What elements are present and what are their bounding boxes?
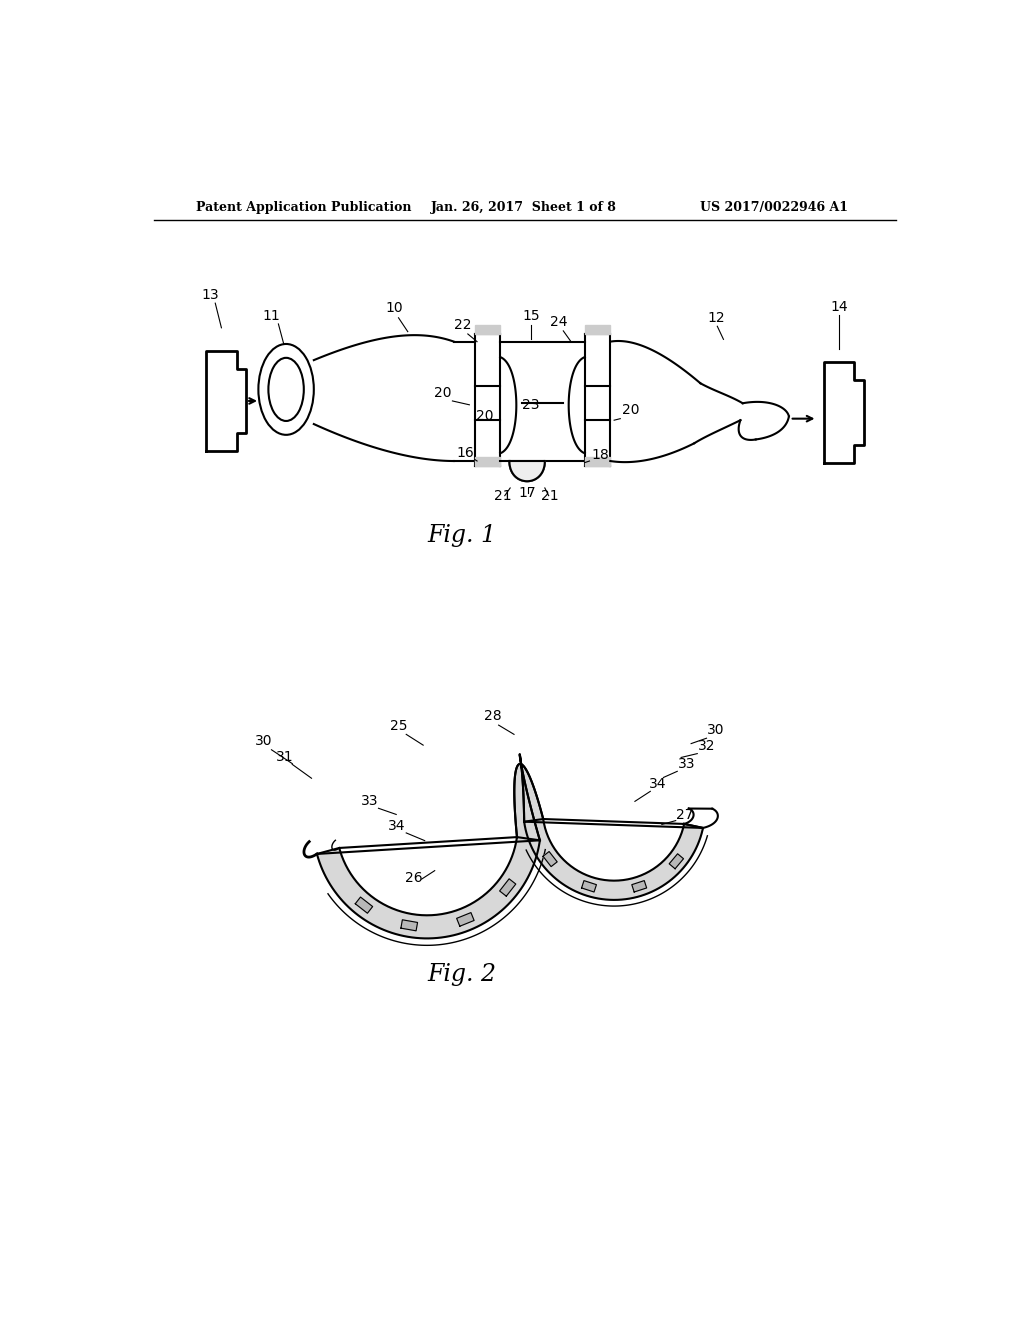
Text: 27: 27 bbox=[676, 808, 693, 822]
Text: 12: 12 bbox=[707, 310, 725, 325]
Text: 33: 33 bbox=[678, 758, 695, 771]
Bar bbox=[585, 457, 610, 466]
Polygon shape bbox=[401, 920, 418, 931]
Ellipse shape bbox=[258, 345, 313, 434]
Text: 33: 33 bbox=[360, 795, 378, 808]
Text: 15: 15 bbox=[522, 309, 540, 323]
Polygon shape bbox=[355, 898, 373, 913]
Text: 30: 30 bbox=[707, 723, 725, 738]
Text: 32: 32 bbox=[697, 739, 716, 752]
Text: 34: 34 bbox=[387, 818, 404, 833]
Text: 26: 26 bbox=[406, 871, 423, 886]
Text: US 2017/0022946 A1: US 2017/0022946 A1 bbox=[700, 201, 848, 214]
Polygon shape bbox=[514, 754, 543, 841]
Text: 14: 14 bbox=[830, 300, 848, 314]
Text: 31: 31 bbox=[275, 750, 293, 763]
Text: 17: 17 bbox=[518, 486, 536, 500]
Text: 30: 30 bbox=[255, 734, 272, 748]
Bar bbox=[475, 325, 500, 334]
Text: 16: 16 bbox=[457, 446, 474, 461]
Polygon shape bbox=[500, 879, 516, 896]
Text: 28: 28 bbox=[483, 710, 502, 723]
Text: 11: 11 bbox=[262, 309, 281, 323]
Ellipse shape bbox=[268, 358, 304, 421]
Text: Patent Application Publication: Patent Application Publication bbox=[196, 201, 412, 214]
Bar bbox=[475, 457, 500, 466]
Polygon shape bbox=[457, 912, 474, 927]
Text: 34: 34 bbox=[649, 777, 667, 791]
Polygon shape bbox=[632, 880, 646, 892]
Text: 13: 13 bbox=[201, 288, 219, 301]
Bar bbox=[585, 325, 610, 334]
Text: 21: 21 bbox=[494, 488, 511, 503]
Text: Fig. 2: Fig. 2 bbox=[427, 962, 497, 986]
Polygon shape bbox=[317, 837, 540, 939]
Text: Fig. 1: Fig. 1 bbox=[427, 524, 497, 546]
Polygon shape bbox=[582, 880, 596, 892]
Polygon shape bbox=[543, 851, 557, 867]
Text: 22: 22 bbox=[455, 318, 472, 333]
Text: 20: 20 bbox=[622, 403, 639, 417]
Text: 10: 10 bbox=[385, 301, 402, 315]
Text: 23: 23 bbox=[522, 397, 540, 412]
Polygon shape bbox=[670, 854, 683, 869]
Text: Jan. 26, 2017  Sheet 1 of 8: Jan. 26, 2017 Sheet 1 of 8 bbox=[431, 201, 616, 214]
Text: 20: 20 bbox=[433, 387, 452, 400]
Polygon shape bbox=[524, 818, 703, 900]
Polygon shape bbox=[509, 461, 545, 482]
Text: 25: 25 bbox=[390, 718, 408, 733]
Text: 24: 24 bbox=[550, 315, 567, 329]
Text: 18: 18 bbox=[591, 447, 609, 462]
Text: 20: 20 bbox=[476, 409, 494, 424]
Text: 21: 21 bbox=[542, 488, 559, 503]
